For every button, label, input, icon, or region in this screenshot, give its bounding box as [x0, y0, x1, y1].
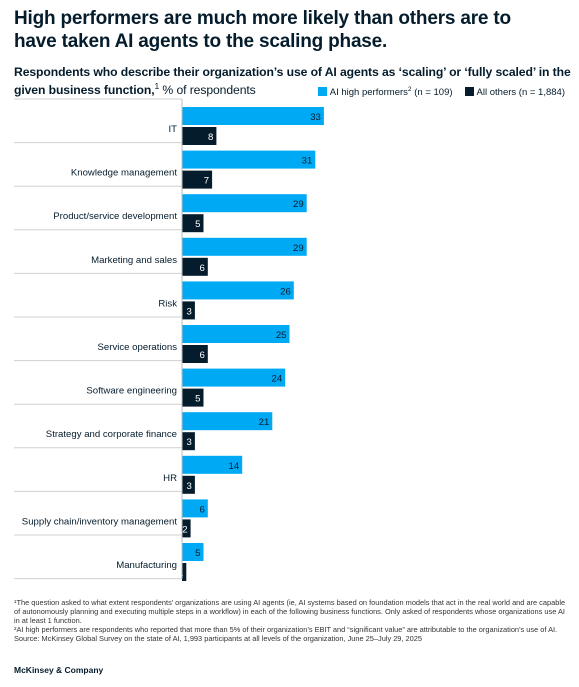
- value-label-high: 14: [229, 461, 240, 472]
- value-label-others: 3: [187, 481, 192, 492]
- subtitle-footnote-mark: 1: [154, 81, 160, 91]
- value-label-others: 8: [208, 132, 213, 143]
- bar-high-performers: [182, 499, 208, 518]
- category-label: Service operations: [98, 342, 178, 353]
- chart-headline: High performers are much more likely tha…: [14, 8, 511, 52]
- bar-high-performers: [182, 150, 316, 169]
- subtitle-unit: % of respondents: [159, 83, 256, 98]
- value-label-high: 5: [195, 548, 200, 559]
- category-label: Knowledge management: [71, 168, 177, 179]
- category-label: Manufacturing: [116, 560, 177, 571]
- footnote-source: Source: McKinsey Global Survey on the st…: [14, 634, 422, 643]
- category-label: Supply chain/inventory management: [22, 516, 178, 527]
- bar-high-performers: [182, 281, 294, 300]
- legend-label-high: AI high performers: [329, 87, 408, 99]
- footnote-2: ²AI high performers are respondents who …: [14, 625, 558, 634]
- bar-all-others: [182, 519, 191, 538]
- category-label: Product/service development: [53, 211, 177, 222]
- brand-logo-text: McKinsey & Company: [14, 665, 104, 675]
- bar-high-performers: [182, 455, 243, 474]
- bar-high-performers: [182, 194, 307, 213]
- bar-all-others: [182, 301, 195, 320]
- legend-swatch-high: [317, 87, 327, 97]
- value-label-high: 29: [293, 243, 304, 254]
- value-label-others: 5: [195, 394, 200, 405]
- bar-high-performers: [182, 412, 273, 431]
- value-label-others: 6: [199, 263, 204, 274]
- bar-high-performers: [182, 368, 286, 387]
- bar-all-others: [182, 475, 195, 494]
- value-label-others: 3: [187, 437, 192, 448]
- footnote-1: ¹The question asked to what extent respo…: [14, 598, 566, 625]
- bar-high-performers: [182, 237, 307, 256]
- value-label-others: 5: [195, 219, 200, 230]
- legend: AI high performers2 (n = 109) All others…: [306, 86, 565, 98]
- category-label: Risk: [158, 298, 177, 309]
- value-label-high: 25: [276, 330, 287, 341]
- bar-all-others: [182, 563, 187, 581]
- value-label-others: 1: [178, 568, 183, 579]
- chart-subtitle: Respondents who describe their organizat…: [14, 65, 574, 97]
- legend-swatch-others: [464, 86, 474, 96]
- value-label-others: 3: [187, 306, 192, 317]
- legend-footnote-mark: 2: [407, 86, 412, 93]
- value-label-others: 7: [204, 176, 209, 187]
- bar-all-others: [182, 127, 217, 145]
- legend-item-others: All others (n = 1,884): [464, 86, 565, 98]
- value-label-high: 6: [199, 504, 204, 515]
- bar-all-others: [182, 170, 213, 189]
- value-label-high: 21: [259, 417, 270, 428]
- bar-high-performers: [182, 543, 204, 561]
- category-label: Marketing and sales: [91, 255, 177, 266]
- bar-all-others: [182, 214, 204, 233]
- value-label-high: 29: [293, 199, 304, 210]
- legend-label-others: All others (n = 1,884): [476, 86, 565, 98]
- bar-all-others: [182, 432, 195, 451]
- value-label-high: 24: [272, 374, 283, 385]
- bar-all-others: [182, 257, 208, 276]
- value-label-high: 26: [280, 286, 291, 297]
- legend-item-high: AI high performers2 (n = 109): [317, 86, 453, 99]
- legend-n-high: (n = 109): [411, 87, 453, 99]
- category-label: HR: [163, 473, 177, 484]
- value-label-others: 2: [182, 524, 187, 535]
- bar-all-others: [182, 345, 208, 363]
- subtitle-bold: Respondents who describe their organizat…: [14, 65, 571, 98]
- footnotes: ¹The question asked to what extent respo…: [14, 598, 569, 643]
- bar-all-others: [182, 388, 204, 407]
- category-label: IT: [168, 124, 177, 135]
- category-label: Software engineering: [86, 386, 177, 397]
- value-label-high: 33: [310, 112, 321, 123]
- category-label: Strategy and corporate finance: [46, 429, 177, 440]
- bar-high-performers: [182, 107, 324, 125]
- value-label-others: 6: [199, 350, 204, 361]
- bar-high-performers: [182, 325, 290, 343]
- value-label-high: 31: [302, 156, 313, 167]
